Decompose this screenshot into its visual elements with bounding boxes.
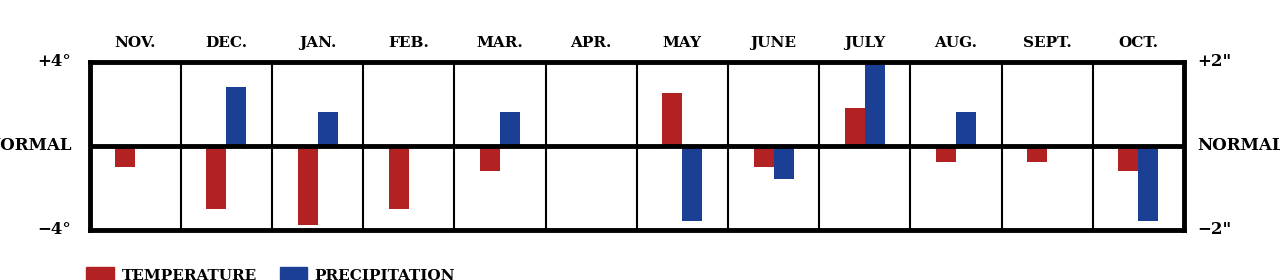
Text: MAR.: MAR. — [476, 36, 524, 50]
Text: NORMAL: NORMAL — [0, 137, 72, 154]
Bar — [389, 146, 408, 209]
Bar — [754, 146, 773, 167]
Text: +4°: +4° — [37, 53, 72, 70]
Bar — [480, 146, 500, 171]
Text: FEB.: FEB. — [388, 36, 429, 50]
Bar — [500, 112, 520, 146]
Text: JULY: JULY — [845, 36, 886, 50]
Bar — [1119, 146, 1138, 171]
Bar — [865, 0, 884, 146]
Legend: TEMPERATURE, PRECIPITATION: TEMPERATURE, PRECIPITATION — [86, 267, 456, 280]
Text: NORMAL: NORMAL — [1198, 137, 1280, 154]
Text: −4°: −4° — [37, 221, 72, 238]
Text: DEC.: DEC. — [205, 36, 247, 50]
Text: JAN.: JAN. — [300, 36, 337, 50]
Bar — [227, 87, 247, 146]
Bar — [682, 146, 703, 221]
Bar — [297, 146, 317, 225]
Bar — [115, 146, 136, 167]
Bar — [206, 146, 227, 209]
Bar — [1138, 146, 1158, 221]
Bar — [317, 112, 338, 146]
Text: +2": +2" — [1198, 53, 1231, 70]
Bar — [956, 112, 977, 146]
Bar — [845, 108, 865, 146]
Text: SEPT.: SEPT. — [1023, 36, 1071, 50]
Text: JUNE: JUNE — [750, 36, 796, 50]
Text: MAY: MAY — [663, 36, 701, 50]
Text: APR.: APR. — [571, 36, 612, 50]
Bar — [662, 93, 682, 146]
Text: AUG.: AUG. — [934, 36, 978, 50]
Bar — [936, 146, 956, 162]
Text: −2": −2" — [1198, 221, 1231, 238]
Bar — [1027, 146, 1047, 162]
Bar — [773, 146, 794, 179]
Text: NOV.: NOV. — [114, 36, 156, 50]
Text: OCT.: OCT. — [1119, 36, 1158, 50]
